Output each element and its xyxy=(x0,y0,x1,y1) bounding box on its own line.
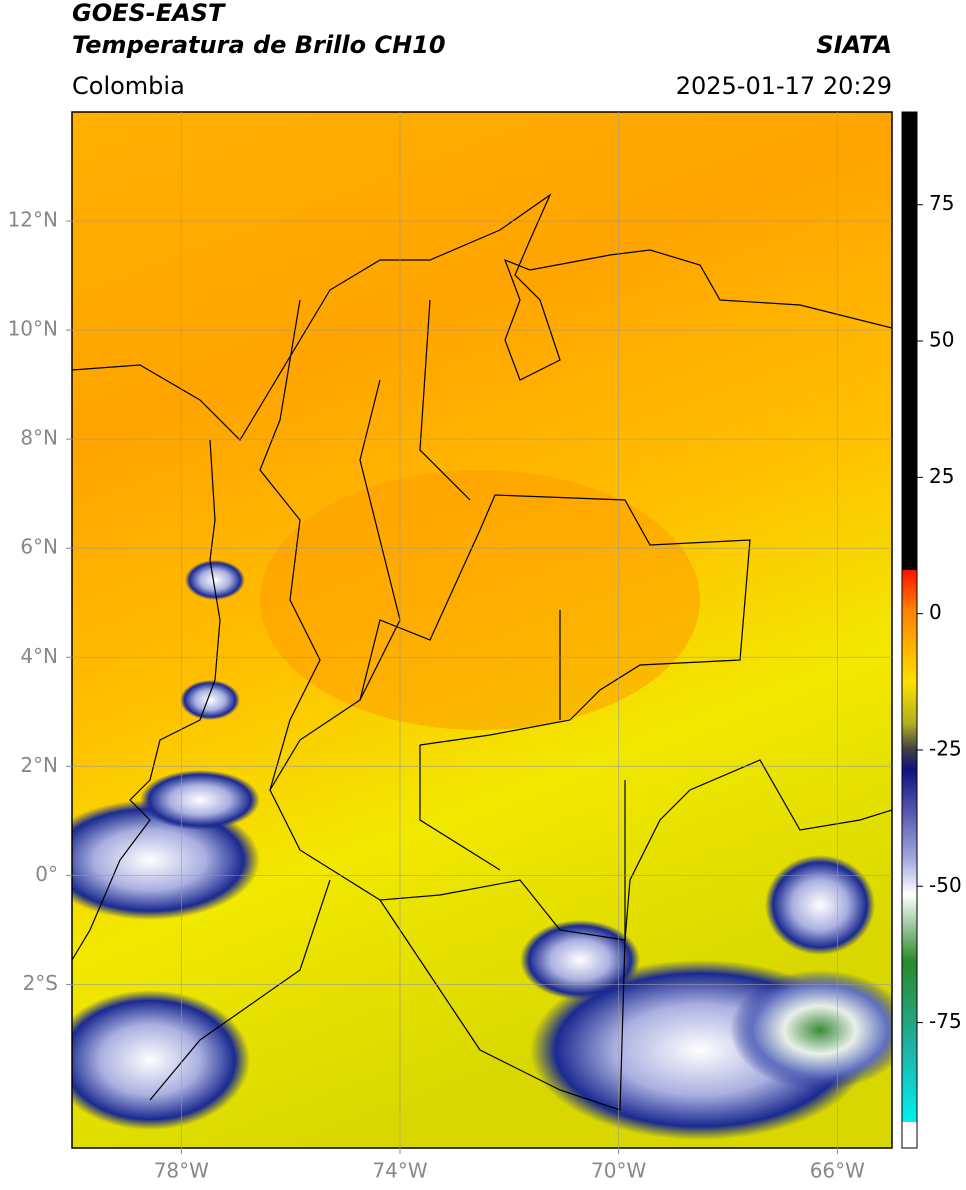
y-tick-label: 10°N xyxy=(8,317,58,341)
map-frame xyxy=(71,111,893,1149)
cloud xyxy=(730,970,892,1090)
coastline xyxy=(72,439,221,961)
warm-area xyxy=(260,470,700,730)
colorbar-tick-label: 75 xyxy=(929,191,954,215)
colorbar-tick-label: -25 xyxy=(929,736,962,760)
cloud xyxy=(180,680,240,720)
x-tick-label: 70°W xyxy=(591,1159,646,1183)
cloud xyxy=(520,920,640,1000)
title: GOES-EAST xyxy=(72,0,226,27)
x-tick-label: 74°W xyxy=(372,1159,427,1183)
y-tick-label: 6°N xyxy=(20,535,58,559)
region: Colombia xyxy=(72,72,185,100)
y-tick-label: 2°S xyxy=(23,971,58,995)
border xyxy=(269,494,892,941)
cloud xyxy=(72,800,260,920)
y-tick-label: 4°N xyxy=(20,644,58,668)
cloud xyxy=(185,560,245,600)
colorbar-tick-label: 25 xyxy=(929,464,954,488)
cloud xyxy=(140,770,260,830)
colorbar-tick-label: -50 xyxy=(929,873,962,897)
subtitle: Temperatura de Brillo CH10 xyxy=(72,31,446,59)
x-tick-label: 78°W xyxy=(154,1159,209,1183)
border xyxy=(149,610,626,1111)
coastline xyxy=(72,193,892,441)
border xyxy=(259,299,471,791)
x-tick-label: 66°W xyxy=(810,1159,865,1183)
y-tick-label: 12°N xyxy=(8,208,58,232)
y-tick-label: 8°N xyxy=(20,426,58,450)
y-tick-label: 0° xyxy=(35,862,58,886)
colorbar-tick-label: -75 xyxy=(929,1009,962,1033)
source: SIATA xyxy=(816,31,892,59)
colorbar-tick-label: 50 xyxy=(929,328,954,352)
cloud xyxy=(765,855,875,955)
colorbar-tick-label: 0 xyxy=(929,600,942,624)
cloud xyxy=(72,990,250,1130)
y-tick-label: 2°N xyxy=(20,753,58,777)
timestamp: 2025-01-17 20:29 xyxy=(676,72,892,100)
map-image xyxy=(72,112,892,1148)
colorbar xyxy=(901,111,918,1149)
